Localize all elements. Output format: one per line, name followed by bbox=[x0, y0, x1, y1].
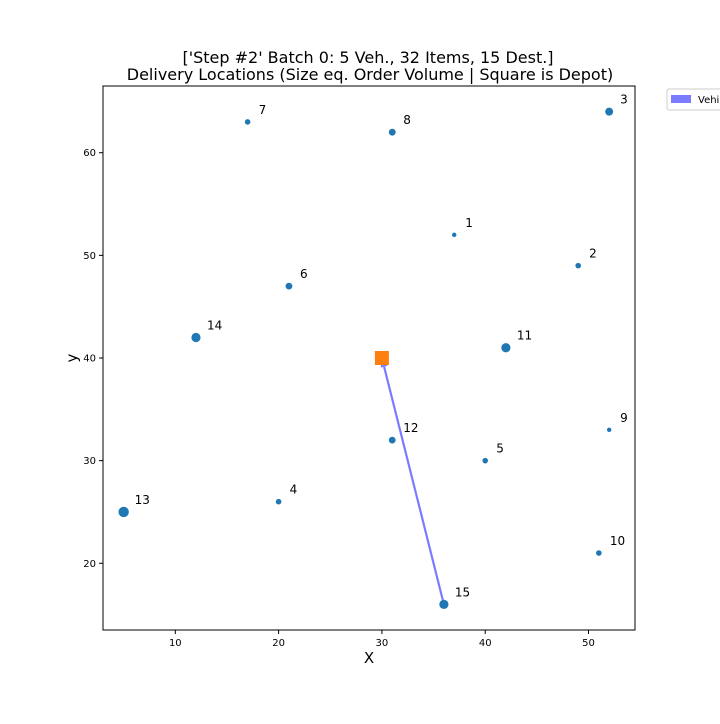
point-label: 13 bbox=[135, 493, 150, 507]
point-label: 15 bbox=[455, 585, 470, 599]
point-label: 2 bbox=[589, 247, 597, 261]
delivery-point bbox=[501, 343, 511, 353]
point-label: 9 bbox=[620, 411, 628, 425]
route-line bbox=[383, 366, 445, 605]
legend-swatch bbox=[671, 95, 691, 103]
delivery-point bbox=[452, 232, 457, 238]
x-tick-label: 10 bbox=[169, 638, 182, 649]
point-label: 8 bbox=[403, 113, 411, 127]
point-label: 11 bbox=[517, 329, 532, 343]
y-tick-label: 50 bbox=[83, 251, 96, 262]
legend-box bbox=[666, 88, 720, 111]
delivery-point bbox=[606, 427, 612, 433]
point-label: 14 bbox=[207, 318, 222, 332]
delivery-point bbox=[285, 282, 293, 290]
plot-area bbox=[102, 85, 636, 631]
legend-label: Vehi bbox=[698, 95, 719, 106]
chart-title-line-1: ['Step #2' Batch 0: 5 Veh., 32 Items, 15… bbox=[182, 48, 553, 67]
y-tick-label: 20 bbox=[83, 559, 96, 570]
x-tick-label: 20 bbox=[272, 638, 285, 649]
delivery-point bbox=[244, 119, 251, 125]
y-tick-label: 40 bbox=[83, 354, 96, 365]
delivery-point bbox=[388, 128, 396, 136]
y-axis-ticks: 20 30 40 50 60 bbox=[83, 148, 103, 570]
delivery-point bbox=[439, 599, 449, 609]
legend: Vehi bbox=[666, 88, 720, 111]
point-label: 4 bbox=[290, 483, 298, 497]
delivery-point bbox=[575, 262, 581, 269]
delivery-point bbox=[118, 506, 129, 518]
point-label: 12 bbox=[403, 421, 418, 435]
x-tick-label: 40 bbox=[479, 638, 492, 649]
point-label: 7 bbox=[259, 103, 267, 117]
point-label: 3 bbox=[620, 93, 628, 107]
chart-title-line-2: Delivery Locations (Size eq. Order Volum… bbox=[127, 65, 613, 84]
delivery-point bbox=[605, 107, 614, 116]
delivery-point bbox=[596, 550, 602, 556]
point-label: 5 bbox=[496, 442, 504, 456]
delivery-point bbox=[482, 457, 489, 464]
depot-marker bbox=[374, 351, 389, 365]
delivery-point bbox=[388, 436, 396, 444]
x-axis-ticks: 10 20 30 40 50 bbox=[169, 630, 595, 649]
x-axis-label: X bbox=[364, 649, 374, 667]
depot-layer bbox=[374, 351, 389, 365]
y-tick-label: 60 bbox=[83, 148, 96, 159]
delivery-point bbox=[191, 332, 201, 343]
x-tick-label: 50 bbox=[582, 638, 595, 649]
point-label: 6 bbox=[300, 267, 308, 281]
delivery-point bbox=[275, 498, 282, 505]
y-axis-label: y bbox=[63, 353, 81, 362]
point-label: 1 bbox=[465, 216, 473, 230]
point-label: 10 bbox=[610, 534, 625, 548]
y-tick-label: 30 bbox=[83, 456, 96, 467]
x-tick-label: 30 bbox=[376, 638, 389, 649]
